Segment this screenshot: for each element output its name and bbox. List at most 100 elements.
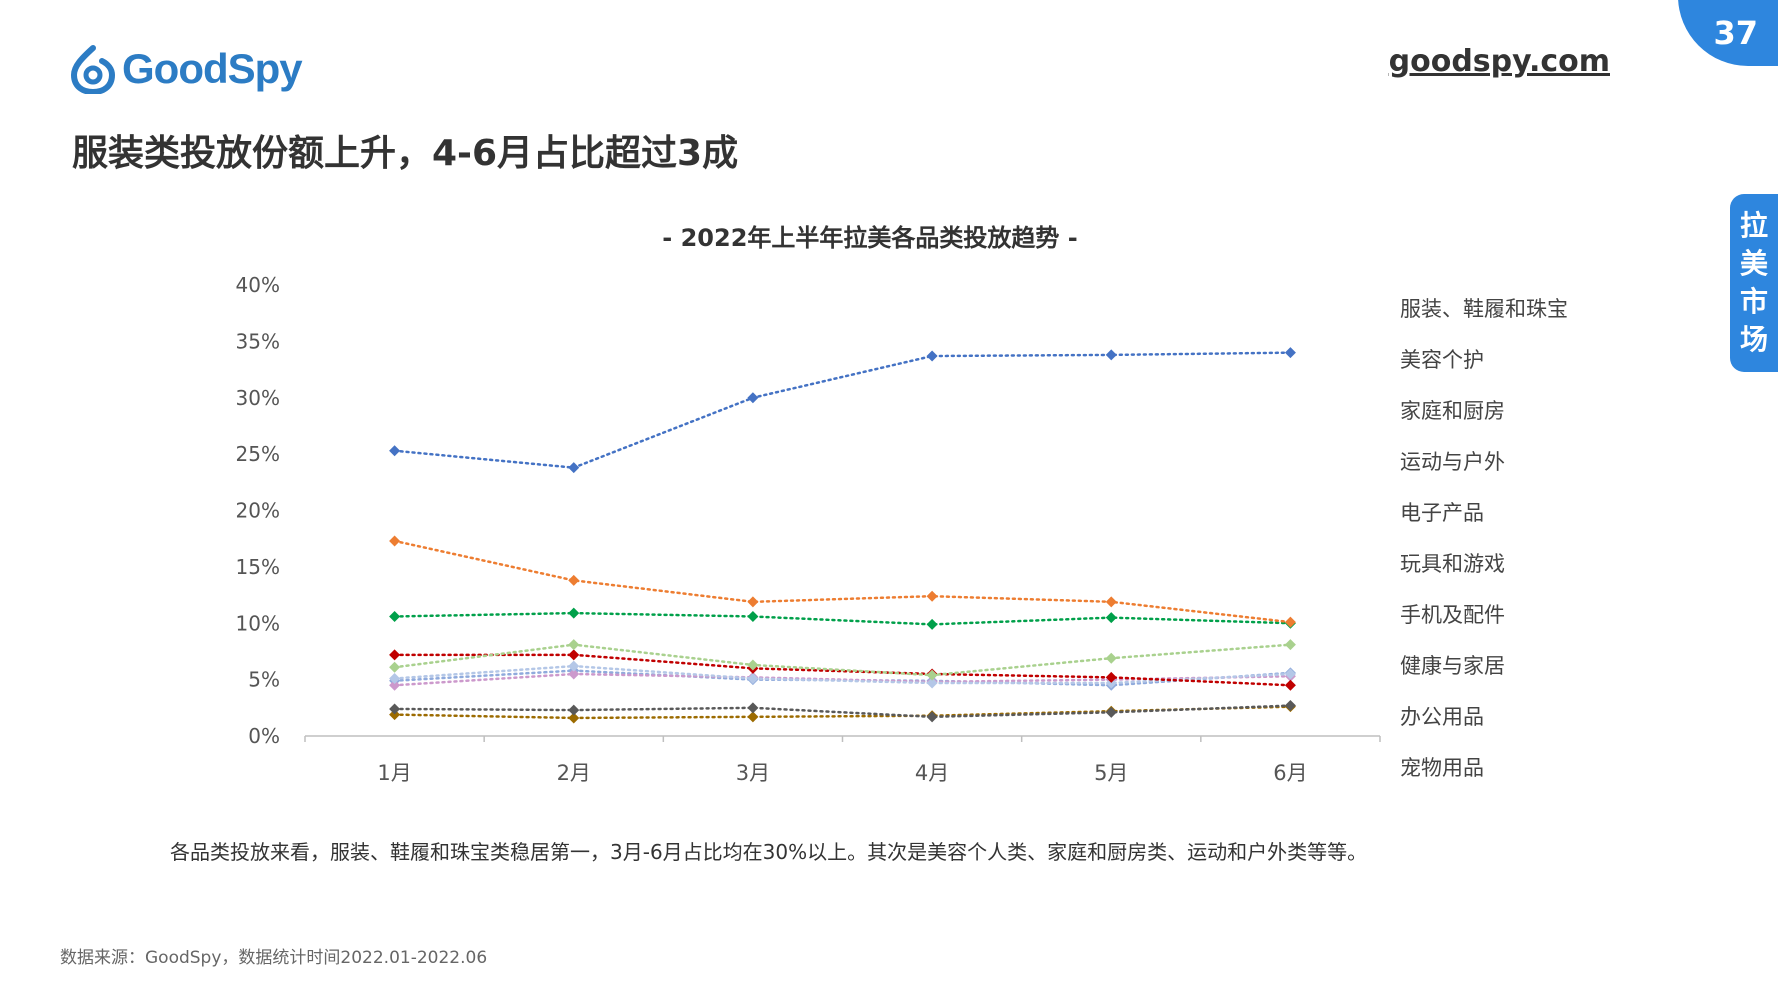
data-point [1284, 679, 1296, 691]
series-10 [389, 701, 1296, 724]
legend: 服装、鞋履和珠宝美容个护家庭和厨房运动与户外电子产品玩具和游戏手机及配件健康与家… [1400, 297, 1568, 780]
data-point [1105, 596, 1117, 608]
data-point [1284, 639, 1296, 651]
data-point [389, 535, 401, 547]
side-tab[interactable]: 拉美市场 [1730, 194, 1778, 372]
x-axis: 1月 2月 3月 4月 5月 6月 [304, 736, 1381, 785]
x-tick-label: 1月 [377, 761, 411, 785]
chart-title: - 2022年上半年拉美各品类投放趋势 - [662, 224, 1077, 252]
data-point [568, 660, 580, 672]
series-line [393, 705, 1292, 720]
series-2 [389, 535, 1296, 628]
x-tick-label: 2月 [557, 761, 591, 785]
data-point [926, 669, 938, 681]
page-number: 37 [1713, 14, 1758, 52]
y-tick-label: 20% [236, 499, 280, 523]
y-tick-label: 25% [236, 442, 280, 466]
series-line [393, 669, 1292, 687]
legend-item: 运动与户外 [1400, 450, 1505, 474]
page-title: 服装类投放份额上升，4-6月占比超过3成 [72, 133, 739, 174]
y-tick-label: 10% [236, 611, 280, 635]
description: 各品类投放来看，服装、鞋履和珠宝类稳居第一，3月-6月占比均在30%以上。其次是… [170, 840, 1368, 864]
data-point [568, 668, 580, 680]
source-note: 数据来源：GoodSpy，数据统计时间2022.01-2022.06 [60, 948, 488, 968]
data-point [747, 610, 759, 622]
y-tick-label: 0% [248, 724, 280, 748]
series-9 [389, 700, 1296, 723]
x-tick-label: 3月 [736, 761, 770, 785]
data-point [389, 649, 401, 661]
series-line [393, 351, 1292, 469]
data-point [747, 659, 759, 671]
series-1 [389, 347, 1296, 474]
legend-item: 家庭和厨房 [1400, 399, 1505, 423]
data-point [1284, 700, 1296, 712]
goodspy-logo-icon [70, 45, 116, 94]
data-point [1284, 347, 1296, 359]
series-line [393, 672, 1292, 687]
data-point [1284, 616, 1296, 628]
data-point [389, 679, 401, 691]
data-point [389, 445, 401, 457]
data-point [389, 709, 401, 721]
data-point [568, 649, 580, 661]
x-tick-label: 5月 [1094, 761, 1128, 785]
y-tick-label: 30% [236, 386, 280, 410]
data-point [389, 661, 401, 673]
series-line [393, 704, 1292, 719]
series-6 [389, 660, 1296, 689]
series-line [393, 653, 1292, 687]
data-point [747, 392, 759, 404]
data-point [389, 672, 401, 684]
site-link[interactable]: goodspy.com [1388, 44, 1610, 79]
legend-item: 玩具和游戏 [1400, 552, 1505, 576]
data-point [1105, 677, 1117, 689]
series-line [393, 611, 1292, 626]
data-point [926, 618, 938, 630]
data-point [926, 350, 938, 362]
legend-item: 服装、鞋履和珠宝 [1400, 297, 1568, 321]
data-point [568, 639, 580, 651]
series-4 [389, 639, 1296, 681]
x-tick-label: 4月 [915, 761, 949, 785]
y-tick-label: 15% [236, 555, 280, 579]
data-point [568, 574, 580, 586]
data-point [389, 610, 401, 622]
data-point [1284, 668, 1296, 680]
legend-item: 电子产品 [1400, 501, 1484, 525]
data-point [568, 462, 580, 474]
series-line [393, 664, 1292, 685]
side-tab-label: 拉美市场 [1739, 209, 1768, 356]
series-3 [389, 607, 1296, 630]
legend-item: 美容个护 [1400, 348, 1484, 372]
data-point [1105, 349, 1117, 361]
legend-item: 手机及配件 [1400, 603, 1505, 627]
data-point [568, 607, 580, 619]
y-tick-label: 5% [248, 668, 280, 692]
legend-item: 宠物用品 [1400, 756, 1484, 780]
series-7 [389, 668, 1296, 691]
goodspy-logo: GoodSpy [70, 44, 303, 94]
line-chart: - 2022年上半年拉美各品类投放趋势 - 0% 5% 10% 15% 20% 25% 30… [236, 224, 1568, 785]
data-point [747, 702, 759, 714]
data-point [926, 590, 938, 602]
x-tick-label: 6月 [1273, 761, 1307, 785]
y-axis: 0% 5% 10% 15% 20% 25% 30% 35% 40% [236, 273, 280, 748]
data-point [926, 677, 938, 689]
data-point [1105, 612, 1117, 624]
data-point [747, 711, 759, 723]
data-point [568, 712, 580, 724]
y-tick-label: 35% [236, 329, 280, 353]
data-point [747, 596, 759, 608]
data-point [1105, 671, 1117, 683]
series-line [393, 643, 1292, 677]
series-line [393, 539, 1292, 624]
series-layer [389, 347, 1296, 724]
data-point [926, 711, 938, 723]
legend-item: 健康与家居 [1400, 654, 1505, 678]
data-point [389, 703, 401, 715]
logo-text: GoodSpy [122, 45, 303, 92]
legend-item: 办公用品 [1400, 705, 1484, 729]
data-point [1105, 706, 1117, 718]
data-point [747, 672, 759, 684]
